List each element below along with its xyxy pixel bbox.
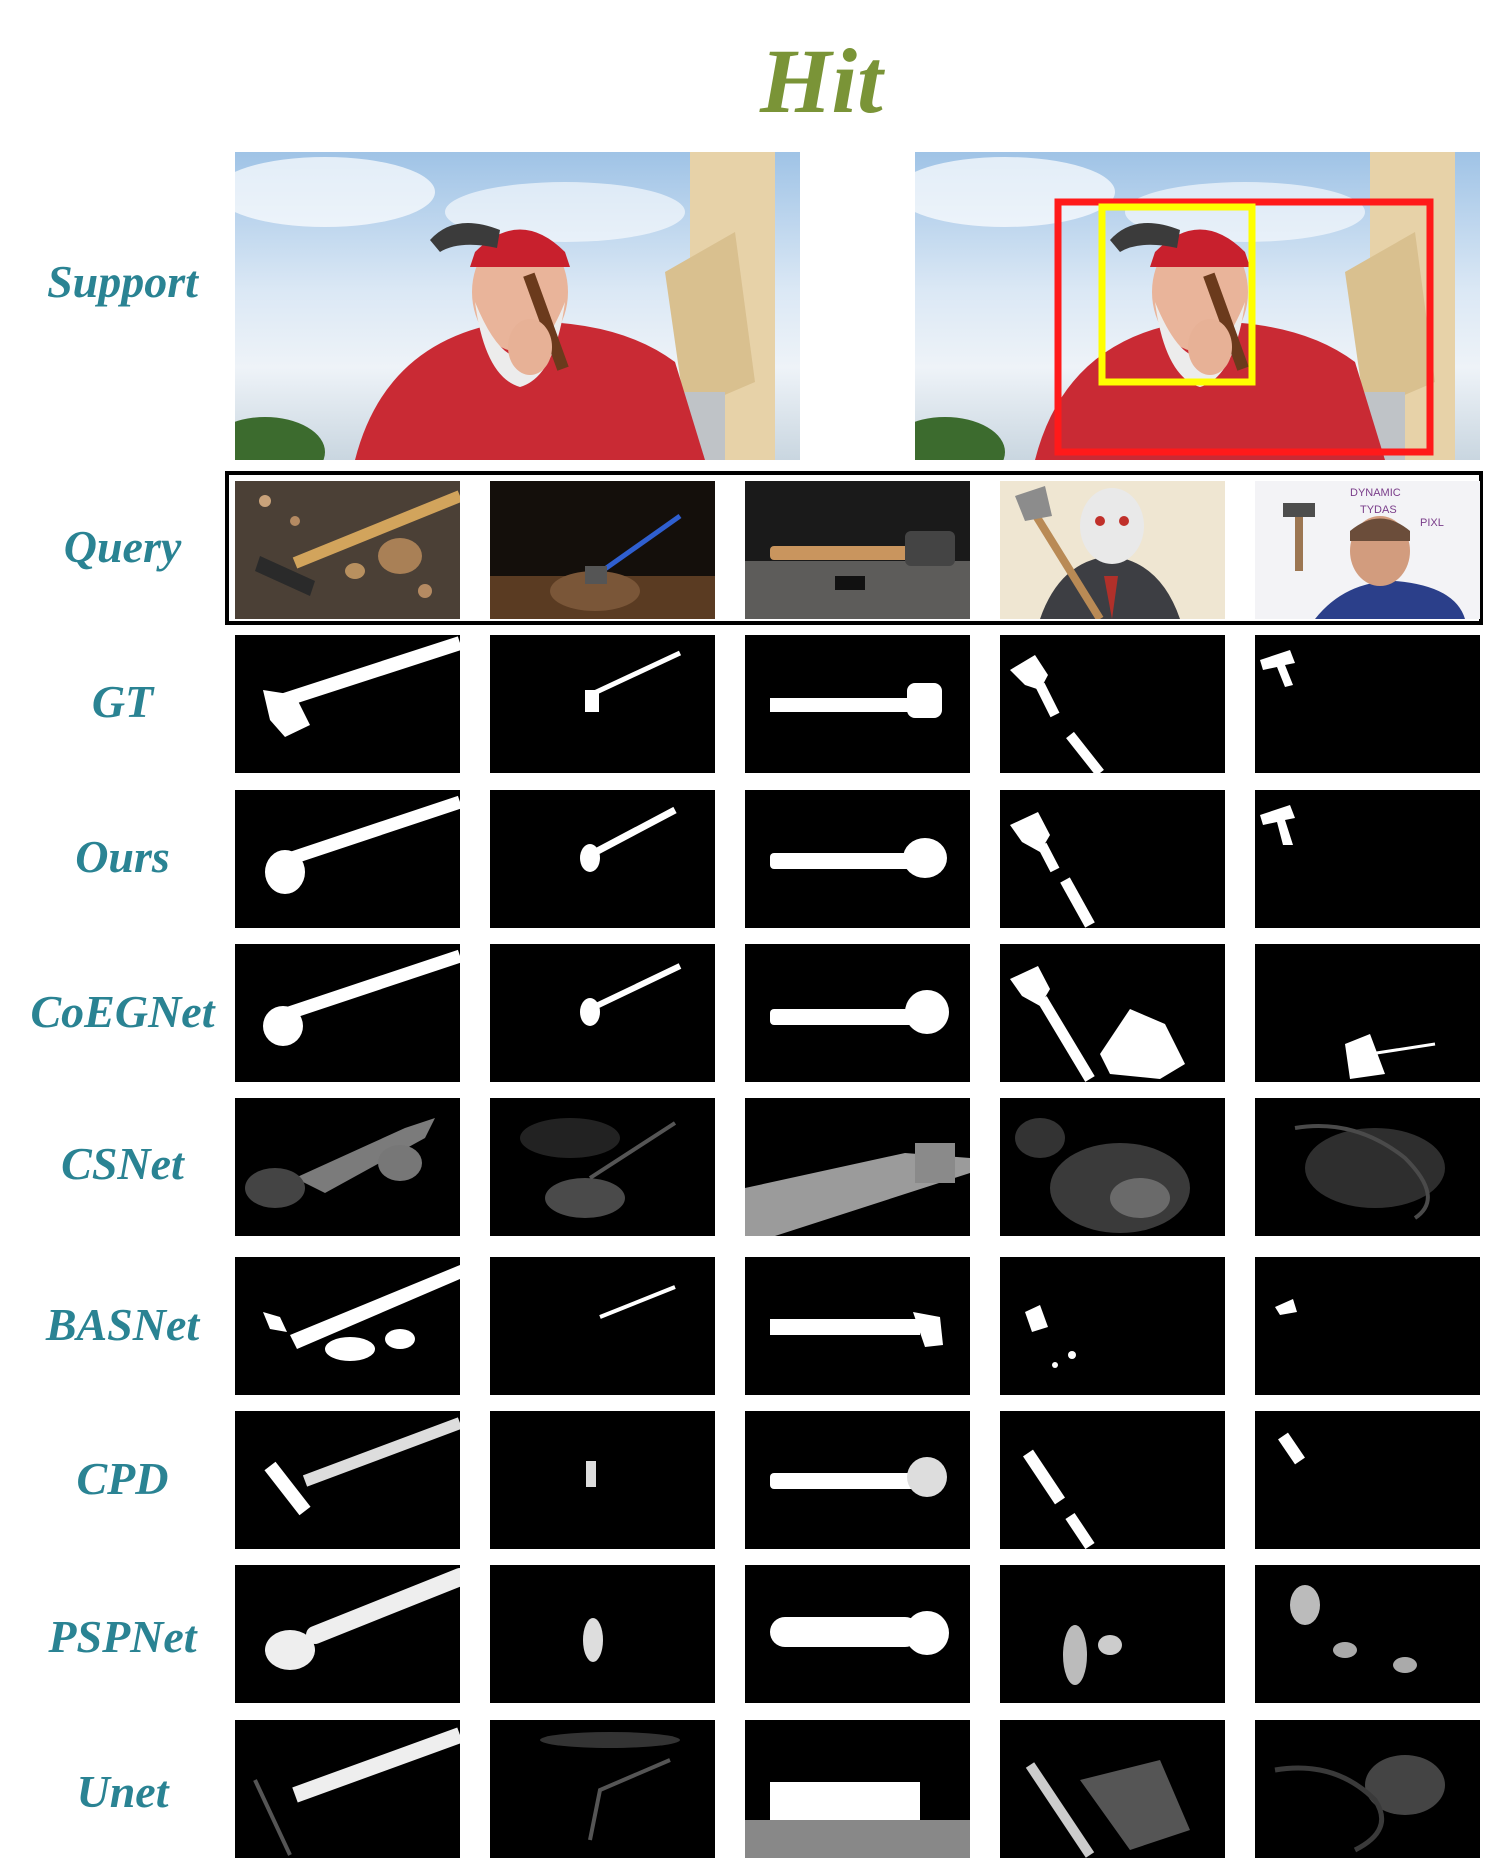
query-row-frame bbox=[225, 471, 1483, 625]
cpd-mask-2 bbox=[490, 1411, 715, 1549]
ours-mask-5 bbox=[1255, 790, 1480, 928]
row-label-query: Query bbox=[63, 521, 182, 572]
pspnet-mask-1 bbox=[235, 1565, 460, 1703]
ours-mask-1 bbox=[235, 790, 460, 928]
gt-mask-5 bbox=[1255, 635, 1480, 773]
row-label-coegnet: CoEGNet bbox=[30, 986, 215, 1037]
pspnet-mask-5 bbox=[1255, 1565, 1480, 1703]
support-image-right bbox=[915, 152, 1480, 460]
coegnet-mask-4 bbox=[1000, 944, 1225, 1082]
pspnet-mask-4 bbox=[1000, 1565, 1225, 1703]
unet-mask-4 bbox=[1000, 1720, 1225, 1858]
unet-mask-1 bbox=[235, 1720, 460, 1858]
ours-mask-3 bbox=[745, 790, 970, 928]
gt-mask-3 bbox=[745, 635, 970, 773]
pspnet-mask-3 bbox=[745, 1565, 970, 1703]
gt-mask-2 bbox=[490, 635, 715, 773]
basnet-mask-2 bbox=[490, 1257, 715, 1395]
csnet-mask-2 bbox=[490, 1098, 715, 1236]
row-label-csnet: CSNet bbox=[61, 1138, 184, 1189]
whiteboard-text-2: TYDAS bbox=[1360, 504, 1397, 516]
pspnet-mask-2 bbox=[490, 1565, 715, 1703]
ours-mask-2 bbox=[490, 790, 715, 928]
row-label-unet: Unet bbox=[76, 1766, 169, 1817]
query-image-3 bbox=[745, 481, 970, 619]
csnet-mask-3 bbox=[745, 1098, 970, 1236]
gt-mask-4 bbox=[1000, 635, 1225, 773]
query-image-2 bbox=[490, 481, 715, 619]
unet-mask-5 bbox=[1255, 1720, 1480, 1858]
coegnet-mask-1 bbox=[235, 944, 460, 1082]
support-box-inner bbox=[1098, 203, 1256, 386]
basnet-mask-5 bbox=[1255, 1257, 1480, 1395]
support-box-outer bbox=[1054, 198, 1434, 456]
csnet-mask-1 bbox=[235, 1098, 460, 1236]
query-image-4 bbox=[1000, 481, 1225, 619]
csnet-mask-5 bbox=[1255, 1098, 1480, 1236]
basnet-mask-1 bbox=[235, 1257, 460, 1395]
ours-mask-4 bbox=[1000, 790, 1225, 928]
row-label-support: Support bbox=[47, 256, 198, 307]
unet-mask-3 bbox=[745, 1720, 970, 1858]
support-image-left bbox=[235, 152, 800, 460]
row-label-gt: GT bbox=[91, 676, 154, 727]
coegnet-mask-2 bbox=[490, 944, 715, 1082]
gt-mask-1 bbox=[235, 635, 460, 773]
cpd-mask-1 bbox=[235, 1411, 460, 1549]
basnet-mask-4 bbox=[1000, 1257, 1225, 1395]
figure-title: Hit bbox=[760, 30, 883, 132]
whiteboard-text-1: DYNAMIC bbox=[1350, 487, 1401, 499]
cpd-mask-5 bbox=[1255, 1411, 1480, 1549]
query-image-1 bbox=[235, 481, 460, 619]
query-image-5: DYNAMIC TYDAS PIXL bbox=[1255, 481, 1480, 619]
basnet-mask-3 bbox=[745, 1257, 970, 1395]
csnet-mask-4 bbox=[1000, 1098, 1225, 1236]
cpd-mask-3 bbox=[745, 1411, 970, 1549]
row-label-cpd: CPD bbox=[76, 1453, 169, 1504]
row-label-pspnet: PSPNet bbox=[48, 1611, 197, 1662]
whiteboard-text-3: PIXL bbox=[1420, 517, 1444, 529]
row-label-ours: Ours bbox=[75, 831, 170, 882]
cpd-mask-4 bbox=[1000, 1411, 1225, 1549]
row-label-basnet: BASNet bbox=[45, 1299, 200, 1350]
unet-mask-2 bbox=[490, 1720, 715, 1858]
coegnet-mask-3 bbox=[745, 944, 970, 1082]
coegnet-mask-5 bbox=[1255, 944, 1480, 1082]
